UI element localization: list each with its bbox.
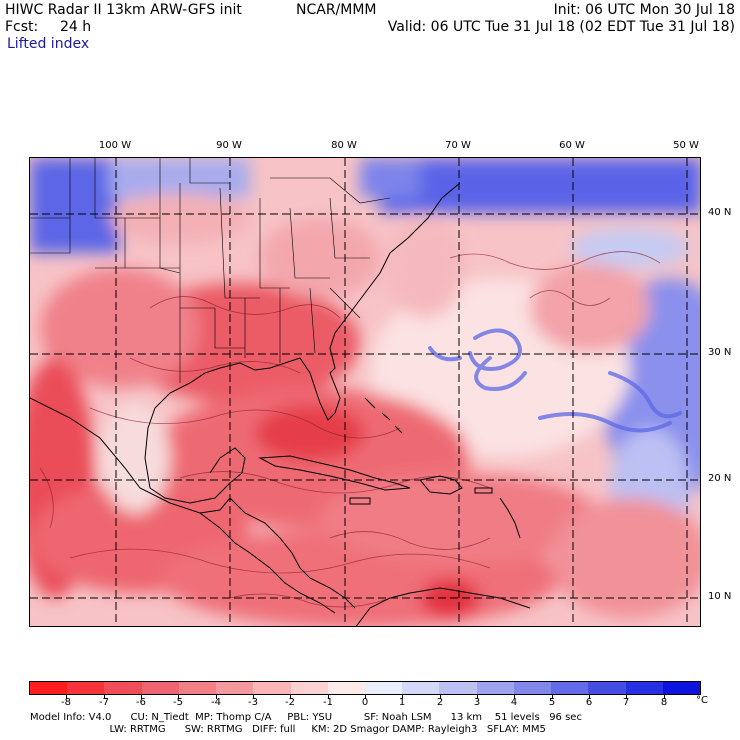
- forecast-label: Fcst:: [5, 19, 39, 35]
- colorbar-tick: [402, 695, 403, 699]
- colorbar-unit: °C: [696, 695, 708, 706]
- colorbar-tick-label: 4: [510, 697, 518, 708]
- model-title: HIWC Radar II 13km ARW-GFS init: [5, 2, 242, 18]
- colorbar-segment: [513, 682, 552, 694]
- lat-label: 20 N: [708, 473, 732, 484]
- coastlines: [30, 182, 531, 626]
- stable-swirls: [428, 328, 682, 433]
- colorbar-tick-label: -5: [173, 697, 183, 708]
- model-info-line2: LW: RRTMG SW: RRTMG DIFF: full KM: 2D Sm…: [30, 724, 546, 735]
- colorbar-tick-label: 3: [473, 697, 481, 708]
- colorbar-tick: [66, 695, 67, 699]
- political-borders: [30, 158, 391, 383]
- colorbar-tick-label: 5: [548, 697, 556, 708]
- colorbar-tick: [216, 695, 217, 699]
- colorbar-tick: [664, 695, 665, 699]
- lifted-index-map: [29, 157, 701, 627]
- colorbar-tick-label: -8: [61, 697, 71, 708]
- colorbar-segment: [253, 682, 291, 694]
- colorbar-segment: [476, 682, 514, 694]
- colorbar-tick-label: 6: [585, 697, 593, 708]
- lat-label: 30 N: [708, 347, 732, 358]
- lat-label: 10 N: [708, 591, 732, 602]
- colorbar-tick: [328, 695, 329, 699]
- colorbar-tick-label: 2: [436, 697, 444, 708]
- colorbar-tick: [104, 695, 105, 699]
- colorbar-tick-label: -7: [99, 697, 109, 708]
- colorbar-segment: [625, 682, 663, 694]
- colorbar-tick: [589, 695, 590, 699]
- colorbar-segment: [551, 682, 589, 694]
- colorbar-tick-label: -2: [285, 697, 295, 708]
- colorbar-tick: [477, 695, 478, 699]
- colorbar-tick: [626, 695, 627, 699]
- colorbar-segment: [178, 682, 217, 694]
- colorbar-segment: [67, 682, 105, 694]
- field-name: Lifted index: [7, 36, 90, 52]
- colorbar: [29, 681, 701, 695]
- colorbar-tick-label: -1: [323, 697, 333, 708]
- graticule: [30, 158, 700, 626]
- lon-label: 50 W: [673, 140, 699, 151]
- colorbar-tick-label: 0: [361, 697, 369, 708]
- lat-label: 40 N: [708, 207, 732, 218]
- colorbar-segment: [216, 682, 254, 694]
- colorbar-tick-label: 8: [660, 697, 668, 708]
- lon-label: 70 W: [445, 140, 471, 151]
- colorbar-tick-label: -6: [136, 697, 146, 708]
- colorbar-segment: [364, 682, 403, 694]
- colorbar-segment: [588, 682, 626, 694]
- forecast-hour: 24 h: [60, 19, 92, 35]
- lon-label: 100 W: [98, 140, 132, 151]
- init-time: Init: 06 UTC Mon 30 Jul 18: [553, 2, 735, 18]
- colorbar-tick-label: 1: [398, 697, 406, 708]
- colorbar-tick-label: -3: [248, 697, 258, 708]
- model-info-line1: Model Info: V4.0 CU: N_Tiedt MP: Thomp C…: [30, 712, 582, 723]
- lon-label: 80 W: [331, 140, 357, 151]
- colorbar-segment: [290, 682, 328, 694]
- colorbar-segment: [141, 682, 179, 694]
- colorbar-segment: [104, 682, 142, 694]
- colorbar-tick-label: 7: [622, 697, 630, 708]
- colorbar-segment: [662, 682, 700, 694]
- colorbar-segment: [402, 682, 440, 694]
- colorbar-tick: [178, 695, 179, 699]
- colorbar-tick: [552, 695, 553, 699]
- agency-label: NCAR/MMM: [296, 2, 377, 18]
- colorbar-tick: [440, 695, 441, 699]
- colorbar-segment: [439, 682, 477, 694]
- colorbar-tick: [253, 695, 254, 699]
- colorbar-tick: [514, 695, 515, 699]
- map-canvas: [30, 158, 700, 626]
- lon-label: 60 W: [559, 140, 585, 151]
- colorbar-segment: [30, 682, 68, 694]
- colorbar-tick: [141, 695, 142, 699]
- valid-time: Valid: 06 UTC Tue 31 Jul 18 (02 EDT Tue …: [387, 19, 735, 35]
- lon-label: 90 W: [216, 140, 242, 151]
- colorbar-tick: [290, 695, 291, 699]
- colorbar-tick-label: -4: [211, 697, 221, 708]
- colorbar-tick: [365, 695, 366, 699]
- colorbar-segment: [327, 682, 365, 694]
